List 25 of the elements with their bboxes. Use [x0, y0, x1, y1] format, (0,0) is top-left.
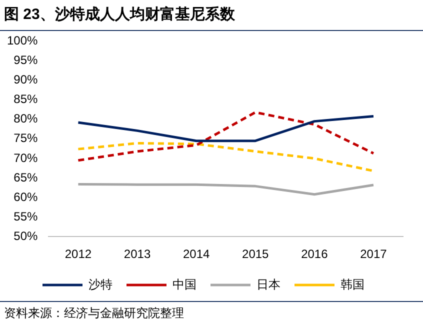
y-tick-label: 95%	[14, 53, 38, 68]
legend-label: 韩国	[340, 277, 364, 292]
y-tick-label: 90%	[14, 72, 38, 87]
legend-label: 中国	[172, 277, 196, 292]
line-series	[76, 111, 375, 162]
x-tick-label: 2013	[124, 247, 151, 262]
y-tick-label: 55%	[14, 209, 38, 224]
x-tick-label: 2016	[301, 247, 328, 262]
text: 资料来源：经济与金融研究院整理	[0, 301, 423, 324]
y-tick-label: 50%	[14, 228, 38, 243]
y-tick-label: 85%	[14, 92, 38, 106]
y-tick-label: 100%	[6, 34, 38, 48]
y-tick-label: 80%	[14, 112, 38, 126]
legend-label: 沙特	[88, 277, 112, 292]
x-tick-label: 2015	[242, 247, 270, 262]
x-tick-label: 2012	[64, 247, 92, 262]
chart-title: 图 23、沙特成人人均财富基尼系数	[0, 0, 423, 31]
y-tick-label: 60%	[14, 190, 38, 204]
y-tick-label: 65%	[14, 170, 38, 184]
y-tick-label: 70%	[14, 150, 38, 165]
y-tick-label: 75%	[14, 131, 38, 146]
line-series	[76, 142, 375, 172]
legend-label: 日本	[256, 277, 280, 292]
x-tick-label: 2014	[182, 247, 210, 262]
x-tick-label: 2017	[360, 247, 388, 262]
